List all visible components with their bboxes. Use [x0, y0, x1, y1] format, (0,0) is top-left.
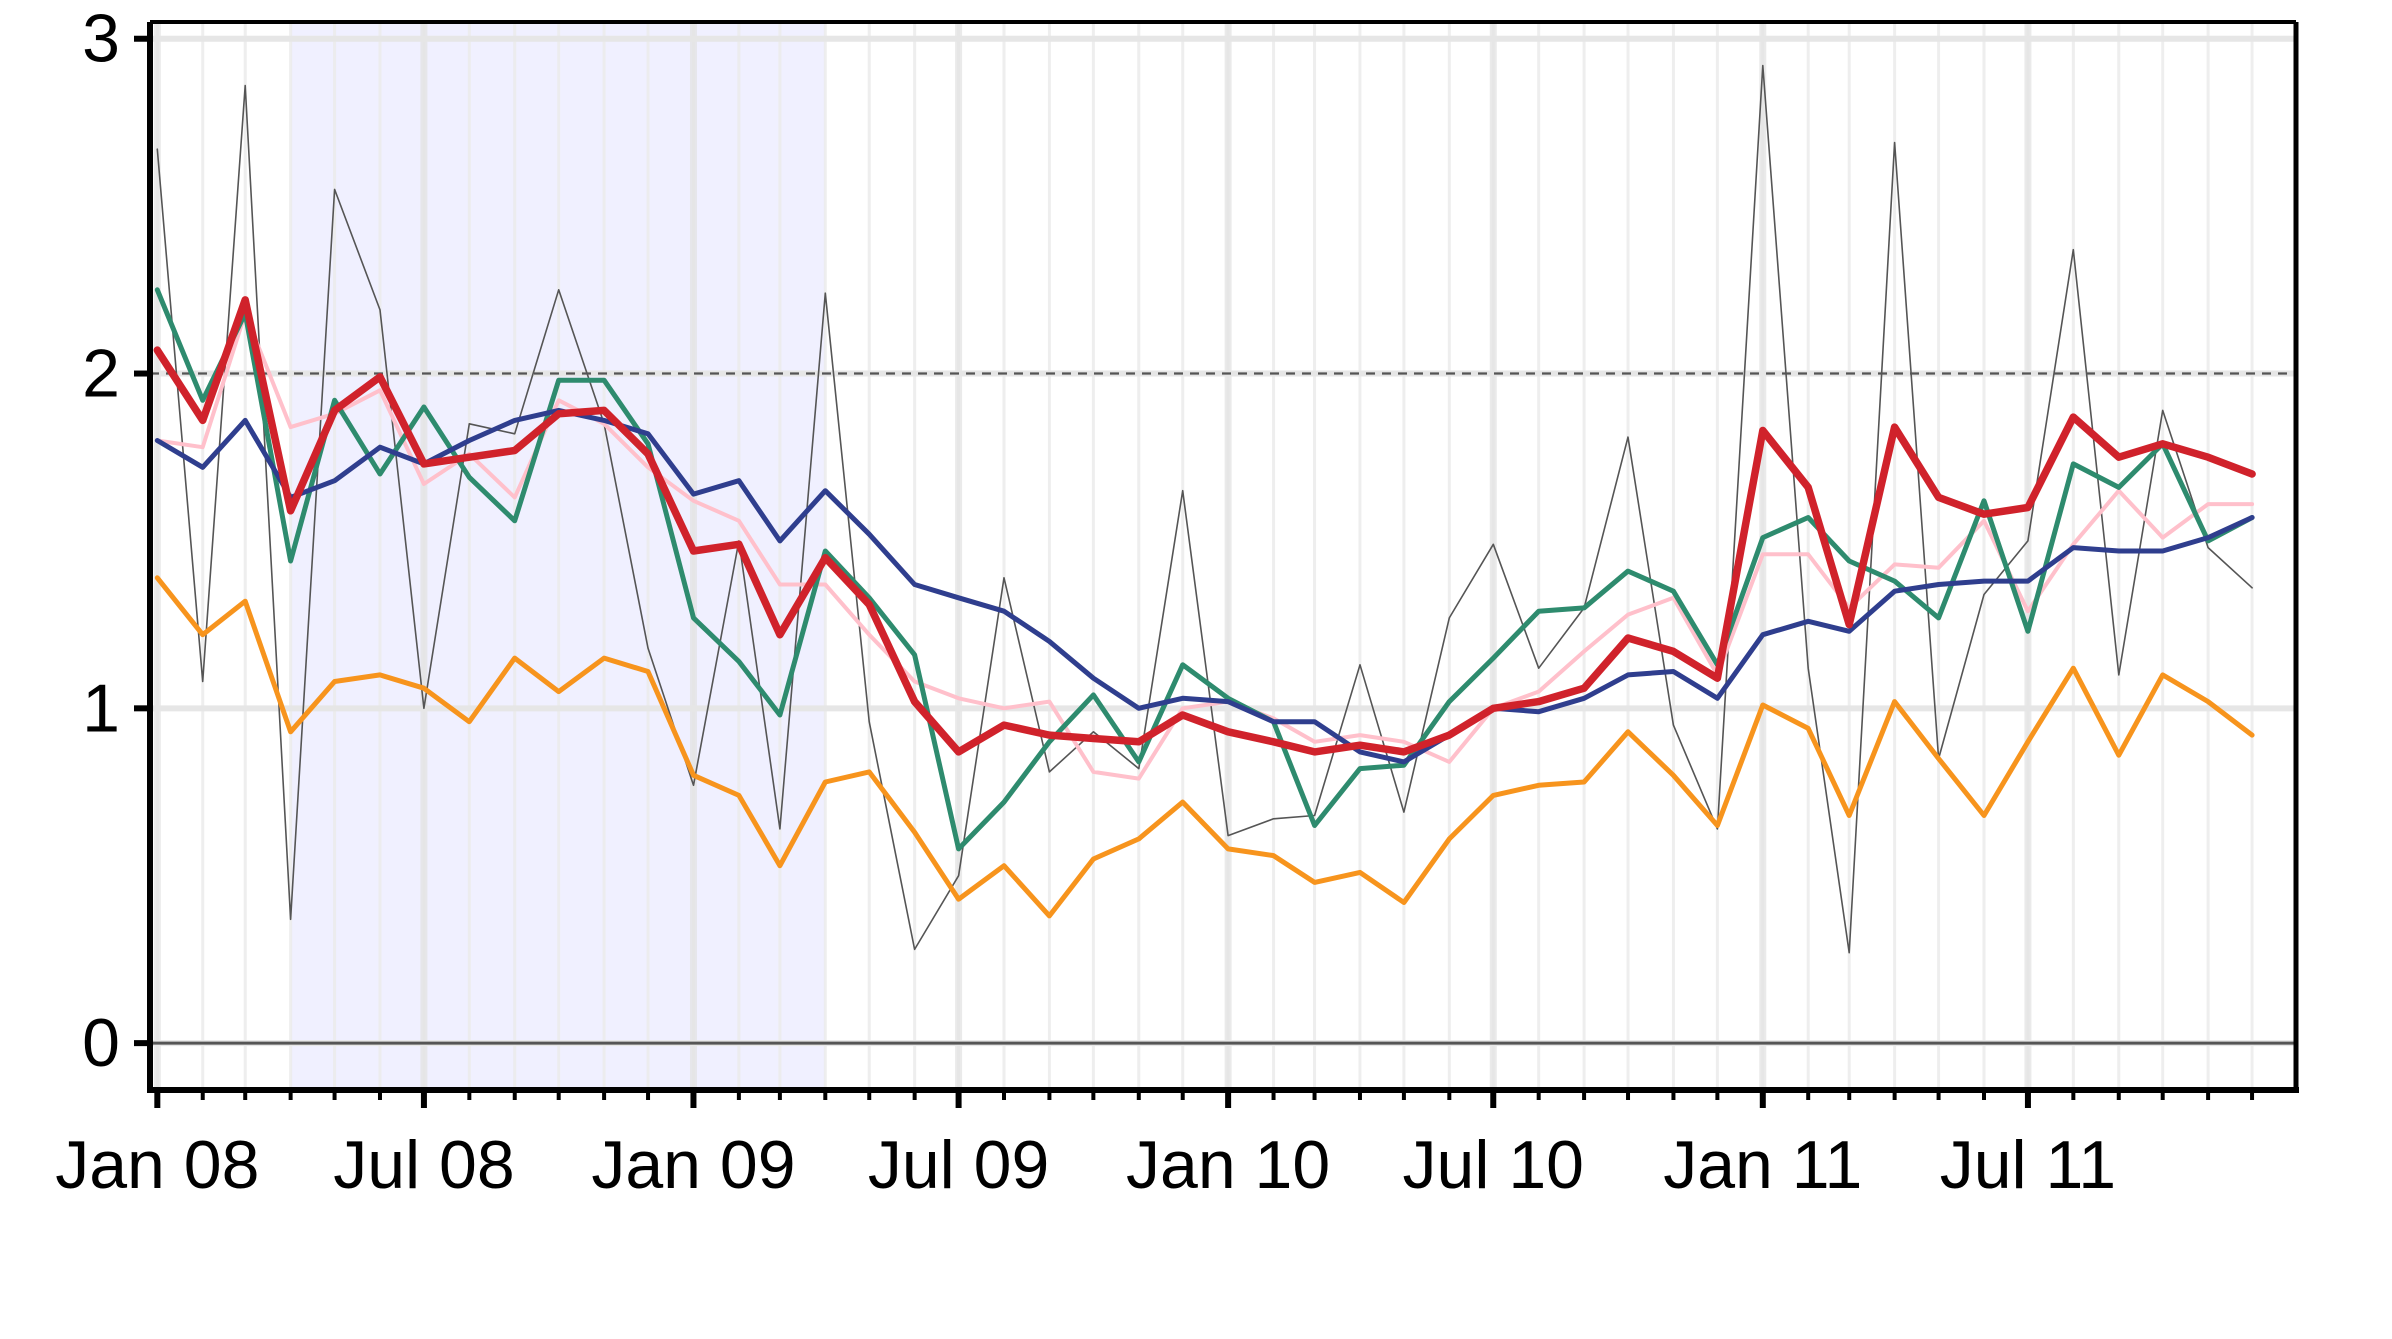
x-tick-label: Jan 10	[1126, 1127, 1330, 1203]
x-tick-label: Jan 09	[591, 1127, 795, 1203]
x-tick-label: Jul 09	[868, 1127, 1049, 1203]
series-lines	[153, 64, 2256, 954]
y-tick-label: 3	[82, 1, 120, 77]
series-line-2	[155, 311, 2255, 781]
x-tick-label: Jul 08	[333, 1127, 514, 1203]
axes	[134, 20, 2299, 1108]
y-tick-label: 1	[82, 670, 120, 746]
grid	[150, 22, 2296, 1090]
series-line-5	[154, 575, 2255, 919]
x-tick-label: Jul 10	[1403, 1127, 1584, 1203]
series-line-4	[154, 407, 2255, 765]
y-tick-label: 2	[82, 336, 120, 412]
x-tick-label: Jan 11	[1663, 1127, 1862, 1203]
series-line-1	[156, 64, 2253, 954]
x-tick-label: Jul 11	[1940, 1127, 2116, 1203]
reference-lines	[150, 372, 2296, 1045]
series-line-3	[154, 287, 2255, 852]
y-tick-label: 0	[82, 1005, 120, 1081]
series-line-6	[153, 296, 2256, 756]
tick-labels: 0 1 2 3 Jan 08 Jul 08 Jan 09 Jul 09 Jan 10 Jul 10…	[55, 1, 2116, 1203]
x-tick-label: Jan 08	[55, 1127, 259, 1203]
